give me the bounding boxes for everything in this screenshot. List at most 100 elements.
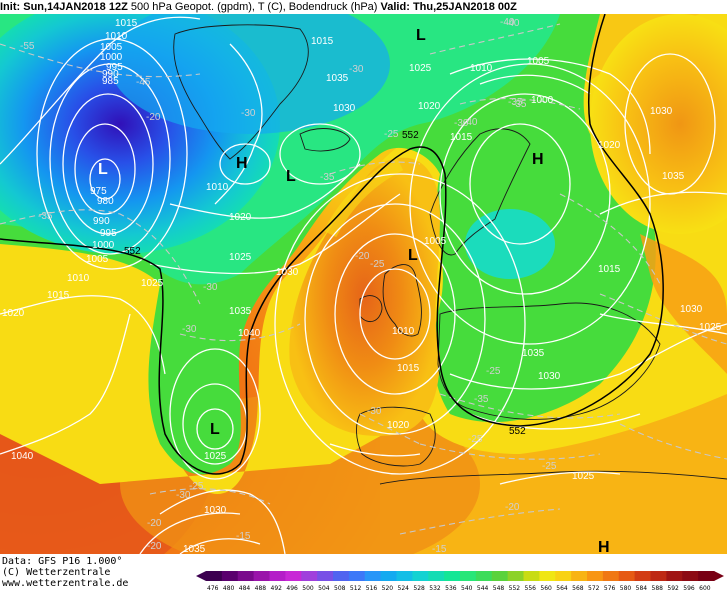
temperature-labels: -55 -45 -30 -20 -40 -35 -30 -25 -35 -40 … bbox=[20, 17, 557, 555]
pressure-label: 1005 bbox=[424, 236, 447, 247]
temp-label: -15 bbox=[432, 544, 447, 554]
pressure-label: 1005 bbox=[86, 254, 109, 265]
pressure-label: 1040 bbox=[238, 328, 261, 339]
isobar-scandinavia-high-inner bbox=[469, 123, 571, 245]
isotherm-9 bbox=[419, 443, 601, 460]
colorbar-cell bbox=[221, 571, 239, 581]
colorbar-cell bbox=[237, 571, 255, 581]
pressure-label: 1010 bbox=[392, 326, 415, 337]
temp-label: -30 bbox=[182, 324, 197, 335]
colorbar-tick-label: 492 bbox=[271, 585, 283, 592]
colorbar-tick-label: 576 bbox=[604, 585, 616, 592]
pressure-label: 1020 bbox=[598, 140, 621, 151]
pressure-label: 1015 bbox=[47, 290, 70, 301]
cold-core-north bbox=[110, 0, 390, 134]
isotherms bbox=[0, 23, 727, 535]
isobar-1015-southeast bbox=[469, 413, 641, 430]
temp-label: -35 bbox=[512, 99, 527, 110]
pressure-label: 995 bbox=[100, 228, 117, 239]
colorbar-tick-label: 592 bbox=[667, 585, 679, 592]
init-value: Sun,14JAN2018 12Z bbox=[23, 1, 128, 13]
pressure-label: 1020 bbox=[2, 308, 25, 319]
valid-value: Thu,25JAN2018 00Z bbox=[412, 1, 517, 13]
colorbar-tick-label: 476 bbox=[207, 585, 219, 592]
pressure-label: 1020 bbox=[418, 101, 441, 112]
colorbar-cell bbox=[253, 571, 270, 581]
colorbar-left-arrow bbox=[196, 571, 206, 581]
colorbar-tick-label: 528 bbox=[413, 585, 425, 592]
isobar-1020-far-southeast bbox=[499, 471, 621, 485]
temp-label: -35 bbox=[320, 172, 335, 183]
colorbar-cell bbox=[348, 571, 366, 581]
temp-label: -40 bbox=[505, 18, 520, 29]
isobar-low-3 bbox=[62, 93, 154, 235]
isotherm-8 bbox=[439, 393, 621, 419]
isobar-low-4 bbox=[49, 63, 171, 255]
temp-label: -35 bbox=[508, 97, 523, 108]
isobar-scandinavia-high-2 bbox=[439, 93, 611, 295]
temp-label: -25 bbox=[370, 259, 385, 270]
isobar-low-2 bbox=[74, 123, 136, 215]
colorbar-cell bbox=[428, 571, 445, 581]
temp-label: -20 bbox=[355, 251, 370, 262]
pressure-label: 1035 bbox=[662, 171, 685, 182]
isobar-1025-southeast bbox=[449, 323, 727, 390]
ireland-coast bbox=[359, 295, 383, 323]
pressure-label: 1020 bbox=[229, 212, 252, 223]
contour-552-label-north: 552 bbox=[402, 130, 419, 141]
colorbar-cells bbox=[196, 571, 724, 581]
colorbar-cell bbox=[269, 571, 286, 581]
pressure-label: 1025 bbox=[572, 471, 595, 482]
pressure-label: 985 bbox=[102, 76, 119, 87]
colorbar-cell bbox=[475, 571, 493, 581]
data-source-line: Data: GFS P16 1.000° bbox=[2, 556, 123, 567]
uk-yellow-fringe bbox=[323, 157, 404, 238]
isobar-1035-east bbox=[479, 74, 591, 95]
uk-coast bbox=[382, 264, 422, 337]
temp-label: -20 bbox=[147, 541, 162, 552]
colorbar-tick-label: 508 bbox=[334, 585, 346, 592]
isobar-uk-high-3 bbox=[304, 203, 486, 435]
isobar-1015-mid bbox=[149, 193, 401, 275]
colorbar-tick-label: 520 bbox=[382, 585, 394, 592]
temp-label: -25 bbox=[189, 481, 204, 492]
colorbar-cell bbox=[571, 571, 588, 581]
isobar-1030-iberia bbox=[329, 443, 421, 457]
temp-label: -35 bbox=[38, 211, 53, 222]
pressure-label: 995 bbox=[106, 62, 123, 73]
europe-coast bbox=[437, 302, 661, 420]
colorbar-tick-label: 536 bbox=[445, 585, 457, 592]
temp-label: -30 bbox=[454, 118, 469, 129]
isobar-1010-south bbox=[139, 512, 241, 555]
isobar-low-southwest-3 bbox=[169, 348, 261, 480]
colorbar-cell bbox=[539, 571, 556, 581]
colorbar-tick-label: 600 bbox=[699, 585, 711, 592]
temp-label: -20 bbox=[146, 112, 161, 123]
high-center-greenland: H bbox=[236, 155, 248, 172]
colorbar-cell bbox=[301, 571, 318, 581]
pressure-label: 1025 bbox=[409, 63, 432, 74]
pressure-label: 1000 bbox=[92, 240, 115, 251]
colorbar-cell bbox=[682, 571, 699, 581]
isobar-high-greenland bbox=[219, 143, 271, 185]
low-center-atlantic: L bbox=[210, 421, 220, 438]
colorbar-tick-label: 556 bbox=[525, 585, 537, 592]
colorbar-tick-label: 552 bbox=[509, 585, 521, 592]
pressure-label: 1025 bbox=[204, 451, 227, 462]
isobar-low-5 bbox=[36, 38, 188, 270]
colorbar-cell bbox=[523, 571, 540, 581]
temp-label: -35 bbox=[474, 394, 489, 405]
colorbar-tick-label: 540 bbox=[461, 585, 473, 592]
isotherm-5 bbox=[429, 23, 561, 55]
isobar-1020-wave bbox=[0, 295, 166, 375]
isotherm-12 bbox=[399, 508, 561, 535]
colorbar-cell bbox=[396, 571, 413, 581]
colorbar-cell bbox=[491, 571, 509, 581]
temp-label: -30 bbox=[349, 64, 364, 75]
iceland-coast bbox=[299, 128, 351, 152]
website-line: www.wetterzentrale.de bbox=[2, 578, 129, 589]
coastlines bbox=[173, 24, 727, 485]
pressure-label: 1030 bbox=[538, 371, 561, 382]
colorbar-cell bbox=[412, 571, 429, 581]
pressure-label: 1035 bbox=[522, 348, 545, 359]
